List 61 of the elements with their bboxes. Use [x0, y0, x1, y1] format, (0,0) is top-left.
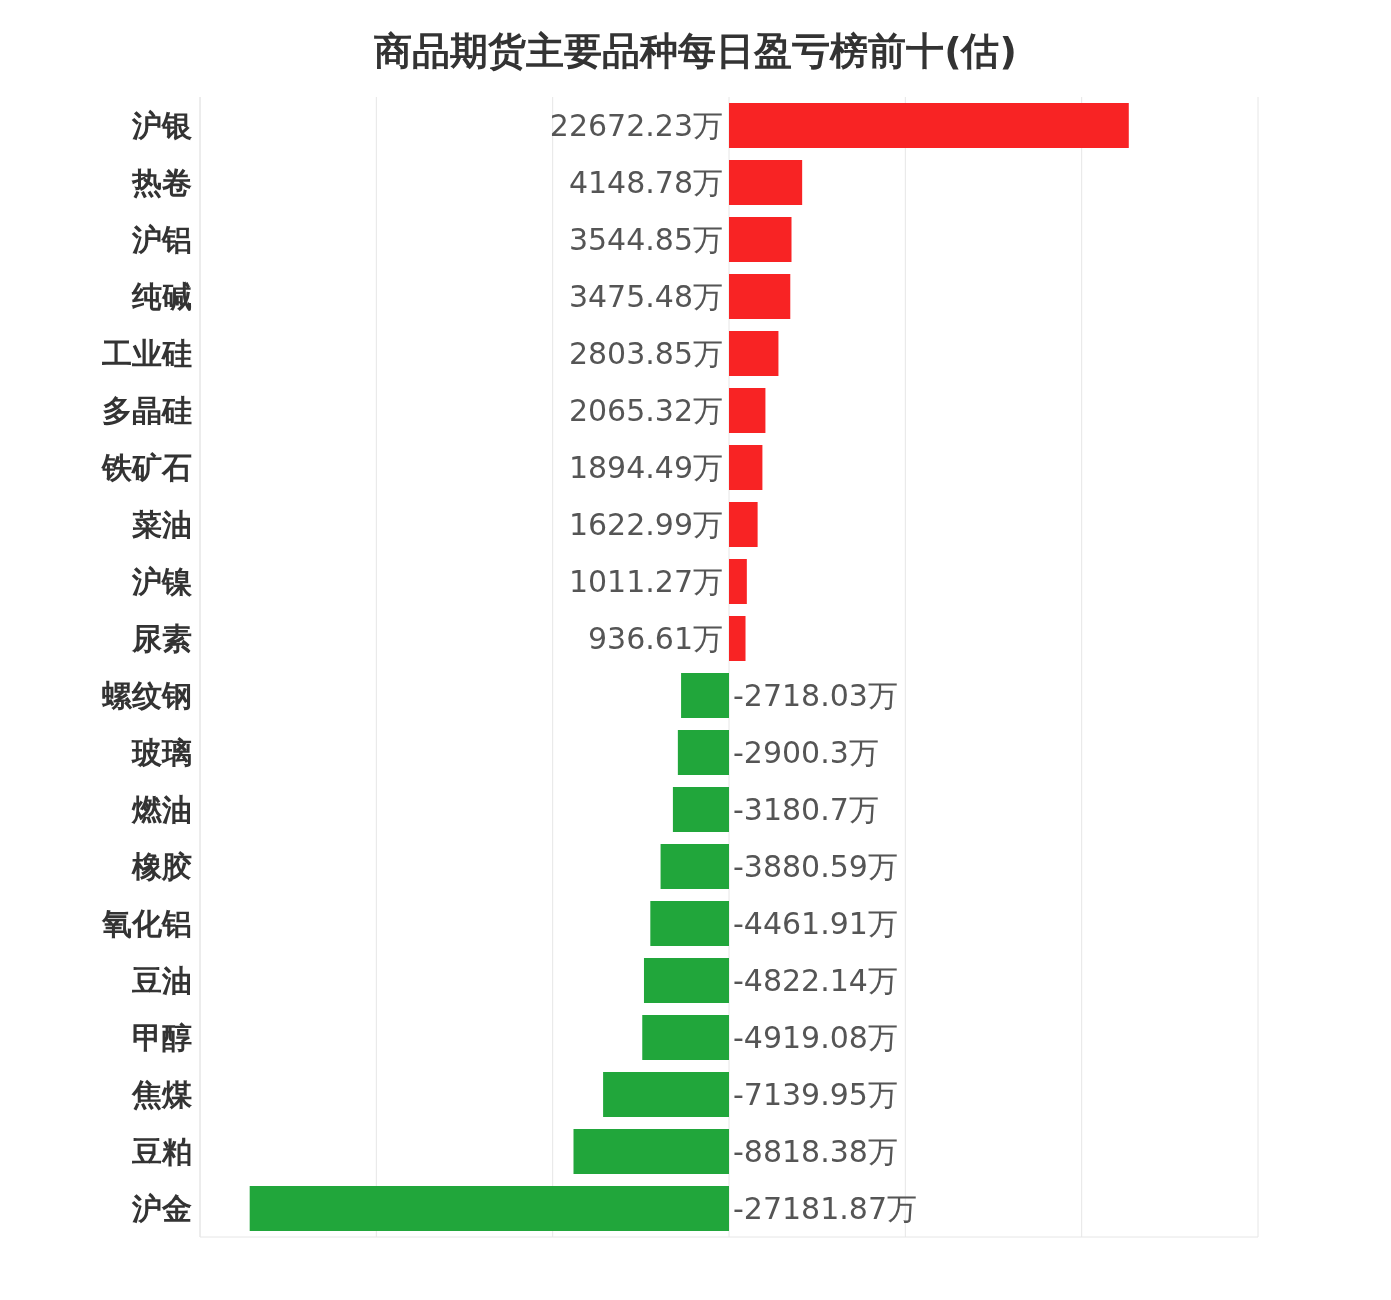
data-label: -8818.38万 [733, 1134, 898, 1169]
data-label: 2803.85万 [568, 336, 723, 371]
bar [729, 559, 747, 604]
bar [249, 1186, 729, 1231]
bar [729, 274, 791, 319]
data-label: 3475.48万 [568, 279, 723, 314]
y-tick-label: 沪铝 [131, 222, 192, 258]
bar [729, 445, 763, 490]
y-tick-label: 氧化铝 [101, 906, 192, 942]
y-tick-label: 尿素 [131, 621, 192, 657]
bar [681, 673, 729, 718]
data-label: -7139.95万 [733, 1077, 898, 1112]
y-tick-label: 螺纹钢 [101, 678, 192, 714]
data-label: 22672.23万 [549, 108, 723, 143]
data-label: 1622.99万 [568, 507, 723, 542]
data-label: 3544.85万 [568, 222, 723, 257]
bar [729, 160, 803, 205]
y-tick-label: 沪镍 [131, 564, 193, 600]
chart-title: 商品期货主要品种每日盈亏榜前十(估) [373, 28, 1018, 75]
data-label: -4461.91万 [733, 906, 898, 941]
bar [729, 331, 779, 376]
y-tick-label: 工业硅 [101, 336, 192, 372]
y-tick-label: 橡胶 [131, 849, 192, 885]
bar [573, 1129, 729, 1174]
bar [672, 787, 729, 832]
bar [643, 958, 729, 1003]
bar [729, 103, 1129, 148]
y-tick-label: 焦煤 [131, 1077, 192, 1113]
y-tick-label: 菜油 [131, 507, 192, 543]
y-tick-label: 纯碱 [131, 279, 192, 315]
bar [642, 1015, 729, 1060]
y-tick-label: 豆油 [131, 963, 192, 999]
y-tick-label: 铁矿石 [101, 450, 192, 486]
y-tick-label: 多晶硅 [102, 393, 192, 429]
data-label: 1011.27万 [568, 564, 723, 599]
bar [729, 388, 766, 433]
bar [660, 844, 729, 889]
data-label: -4919.08万 [733, 1020, 898, 1055]
y-tick-label: 甲醇 [132, 1020, 192, 1056]
y-tick-label: 沪银 [131, 108, 192, 144]
data-label: -3880.59万 [733, 849, 898, 884]
y-tick-label: 沪金 [131, 1191, 192, 1227]
bar [729, 217, 792, 262]
data-label: -2718.03万 [733, 678, 898, 713]
bar [603, 1072, 729, 1117]
bar [729, 502, 758, 547]
data-label: -4822.14万 [733, 963, 898, 998]
data-label: 936.61万 [588, 621, 723, 656]
bar [729, 616, 746, 661]
y-tick-label: 燃油 [131, 792, 192, 828]
data-label: -3180.7万 [733, 792, 879, 827]
data-label: -2900.3万 [733, 735, 879, 770]
data-label: 2065.32万 [568, 393, 723, 428]
data-label: 1894.49万 [568, 450, 723, 485]
data-label: -27181.87万 [733, 1191, 917, 1226]
bar [677, 730, 729, 775]
y-tick-label: 热卷 [131, 165, 192, 201]
data-label: 4148.78万 [568, 165, 723, 200]
y-tick-label: 豆粕 [131, 1134, 192, 1170]
bar [650, 901, 729, 946]
y-tick-label: 玻璃 [131, 735, 192, 771]
